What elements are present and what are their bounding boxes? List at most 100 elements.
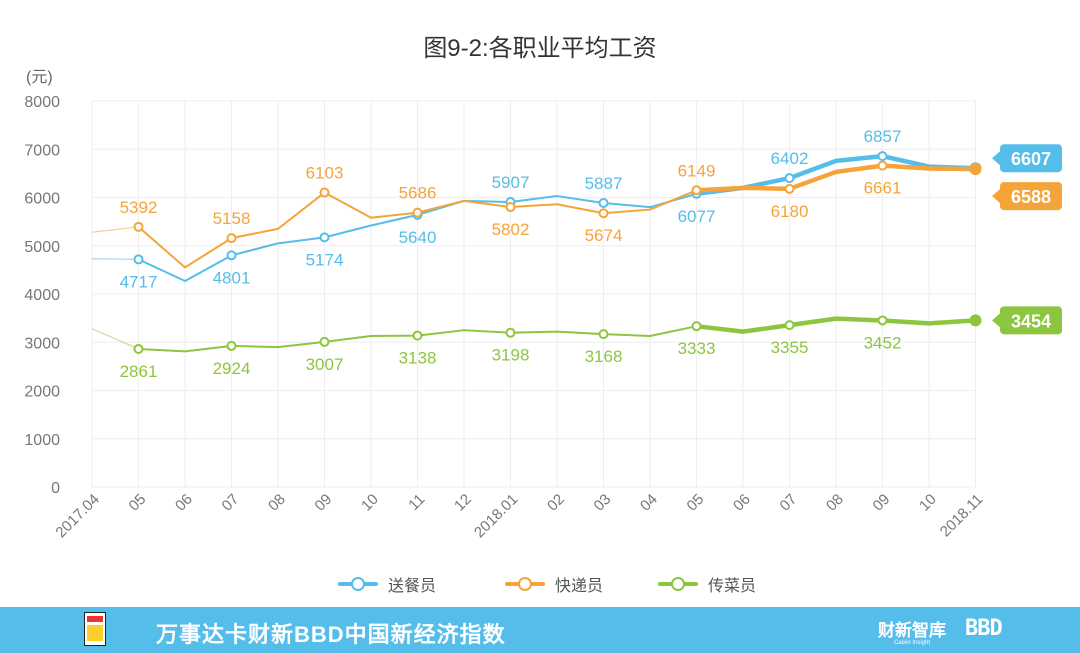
data-label: 6857 — [864, 127, 902, 146]
x-tick-label: 05 — [126, 491, 150, 515]
end-badge-pointer — [992, 151, 1000, 166]
data-label: 5686 — [399, 184, 437, 203]
end-badge-pointer — [992, 189, 1000, 204]
y-axis-unit-label: (元) — [26, 69, 53, 86]
data-point — [877, 151, 888, 162]
data-label: 3333 — [678, 339, 716, 358]
x-tick-label: 12 — [451, 491, 475, 515]
y-tick-label: 2000 — [24, 384, 60, 401]
data-label: 3168 — [585, 347, 623, 366]
data-label: 5802 — [492, 220, 530, 239]
data-point — [877, 315, 888, 326]
footer-banner: 万事达卡财新BBD中国新经济指数 财新智库 Caixin Insight BBD — [0, 607, 1080, 653]
end-point — [969, 314, 982, 327]
data-label: 2861 — [120, 362, 158, 381]
x-tick-label: 10 — [358, 491, 382, 515]
y-tick-label: 5000 — [24, 239, 60, 256]
data-label: 5640 — [399, 228, 437, 247]
chart-legend: 送餐员 快递员 传菜员 — [0, 572, 1080, 600]
end-badge-label: 3454 — [1011, 311, 1051, 331]
footer-title: 万事达卡财新BBD中国新经济指数 — [156, 622, 506, 647]
x-tick-label: 07 — [219, 491, 243, 515]
data-point — [505, 327, 516, 338]
legend-label: 送餐员 — [388, 578, 437, 595]
series-line-lead — [91, 328, 139, 350]
legend-item-series-3[interactable]: 传菜员 — [658, 572, 756, 596]
series-line-lead — [91, 226, 139, 233]
bbd-logo: BBD — [965, 616, 1003, 641]
y-tick-label: 3000 — [24, 335, 60, 352]
line-chart: 图9-2:各职业平均工资 (元) 8000 7000 6000 5000 4000 3000 2… — [24, 35, 1062, 541]
data-point — [691, 185, 702, 196]
data-point — [226, 233, 237, 244]
x-tick-label: 05 — [684, 491, 708, 515]
data-point — [598, 329, 609, 340]
x-tick-label: 04 — [637, 491, 661, 515]
data-label: 5887 — [585, 174, 623, 193]
data-point — [133, 343, 144, 354]
x-tick-label: 06 — [172, 491, 196, 515]
data-point — [598, 197, 609, 208]
end-badge — [1000, 306, 1062, 335]
data-label: 6103 — [306, 164, 344, 183]
data-point — [784, 183, 795, 194]
x-tick-label: 08 — [823, 491, 847, 515]
y-tick-label: 8000 — [24, 94, 60, 111]
data-label: 5158 — [213, 209, 251, 228]
x-tick-label: 09 — [870, 491, 894, 515]
legend-label: 快递员 — [555, 578, 604, 595]
chart-title: 图9-2:各职业平均工资 — [423, 35, 656, 62]
data-label: 6402 — [771, 149, 809, 168]
legend-swatch-icon — [658, 577, 698, 591]
data-point — [505, 202, 516, 213]
x-tick-label: 11 — [405, 491, 428, 514]
end-badge-pointer — [992, 313, 1000, 328]
series-line-thick — [694, 316, 978, 334]
data-label: 3138 — [399, 349, 437, 368]
x-tick-label: 2018.11 — [937, 491, 987, 541]
data-label: 6661 — [864, 179, 902, 198]
legend-item-series-1[interactable]: 送餐员 — [338, 572, 436, 596]
x-tick-label: 2018.01 — [471, 491, 521, 541]
data-point — [133, 254, 144, 265]
data-label: 3355 — [771, 338, 809, 357]
series-line-lead — [91, 258, 139, 261]
nei-logo-icon — [84, 612, 106, 646]
x-tick-label: 09 — [312, 491, 336, 515]
data-label: 3007 — [306, 355, 344, 374]
x-tick-label: 07 — [777, 491, 801, 515]
x-tick-label: 2017.04 — [52, 491, 102, 541]
end-badge-label: 6607 — [1011, 149, 1051, 169]
data-label: 3452 — [864, 333, 902, 352]
y-tick-label: 7000 — [24, 142, 60, 159]
data-point — [877, 160, 888, 171]
x-tick-label: 06 — [730, 491, 754, 515]
data-label: 6180 — [771, 202, 809, 221]
data-label: 6077 — [678, 207, 716, 226]
y-tick-label: 1000 — [24, 432, 60, 449]
x-tick-label: 02 — [544, 491, 568, 515]
data-point — [319, 232, 330, 243]
y-tick-label: 6000 — [24, 191, 60, 208]
end-badge-label: 6588 — [1011, 187, 1051, 207]
x-tick-label: 08 — [265, 491, 289, 515]
data-label: 2924 — [213, 359, 251, 378]
legend-swatch-icon — [338, 577, 378, 591]
data-label: 4717 — [120, 272, 158, 291]
data-point — [319, 336, 330, 347]
legend-item-series-2[interactable]: 快递员 — [505, 572, 603, 596]
y-tick-label: 4000 — [24, 287, 60, 304]
data-label: 5174 — [306, 250, 344, 269]
data-point — [412, 207, 423, 218]
data-point — [226, 250, 237, 261]
data-point — [319, 187, 330, 198]
data-label: 6149 — [678, 161, 716, 180]
data-point — [784, 173, 795, 184]
data-label: 4801 — [213, 268, 251, 287]
caixin-insight-logo: 财新智库 Caixin Insight — [878, 621, 946, 646]
data-point — [691, 321, 702, 332]
legend-swatch-icon — [505, 577, 545, 591]
legend-label: 传菜员 — [708, 578, 757, 595]
data-label: 3198 — [492, 346, 530, 365]
data-point — [598, 208, 609, 219]
